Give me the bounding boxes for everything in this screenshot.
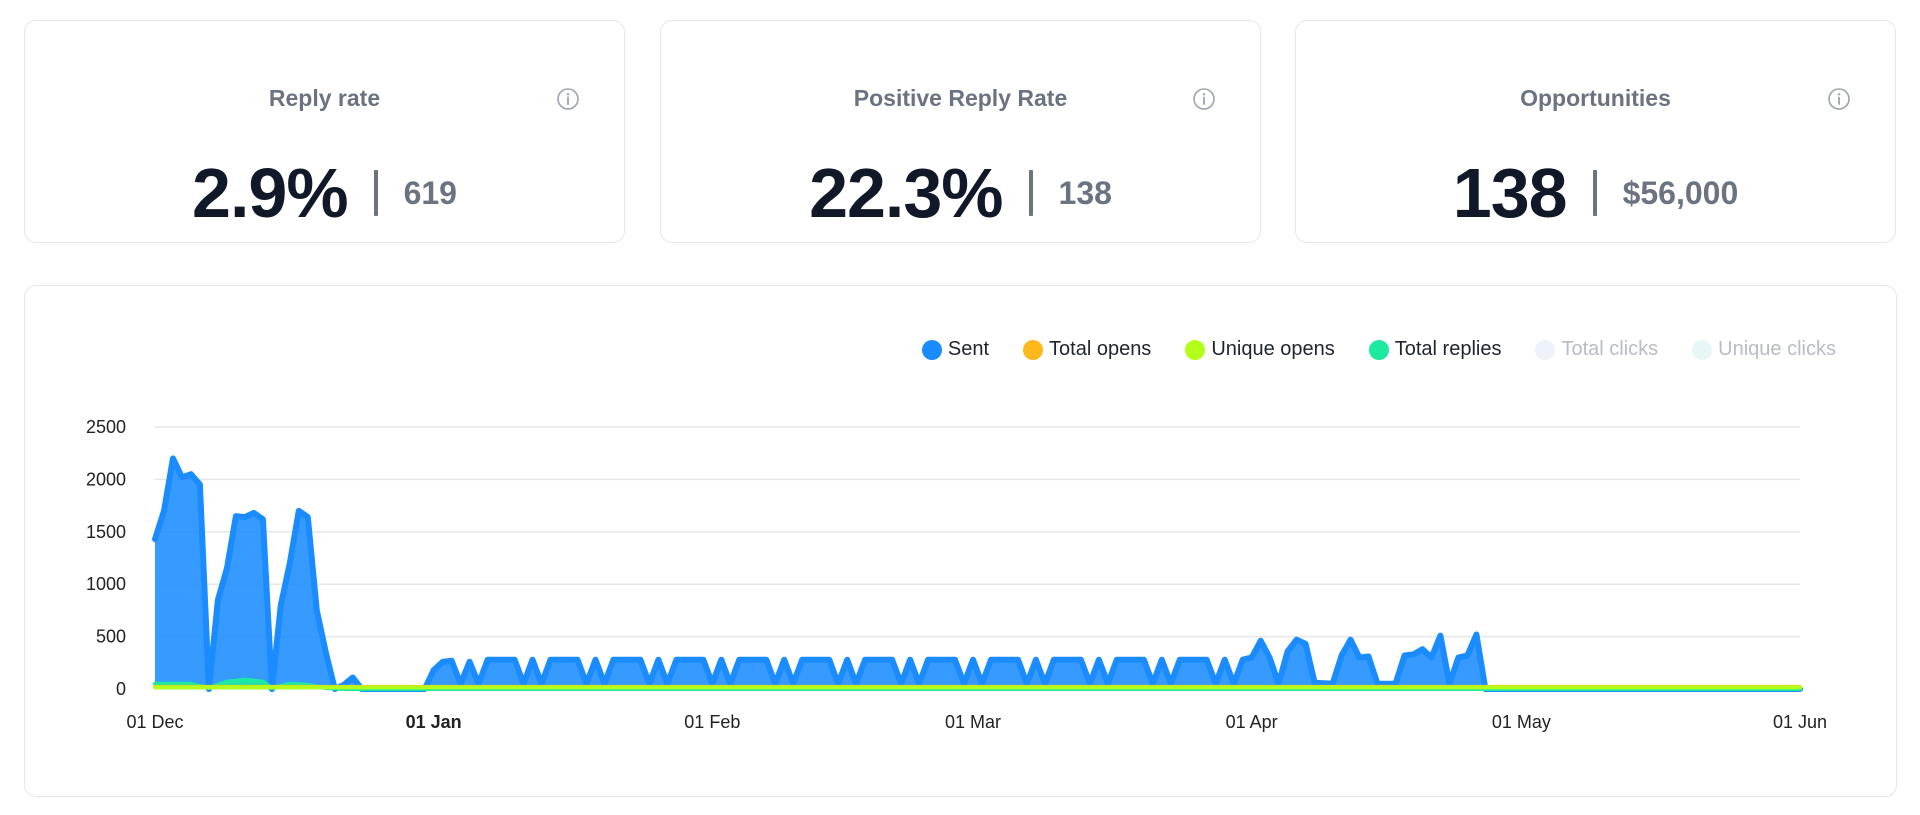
legend-label: Unique clicks — [1718, 338, 1836, 360]
stat-divider — [1028, 170, 1033, 216]
area-chart: 0 500 1000 1500 2000 2500 01 Dec 01 Jan 01 Feb 01… — [86, 417, 1827, 732]
y-tick-label: 500 — [96, 627, 126, 647]
stat-divider — [1592, 170, 1597, 216]
x-tick-label: 01 Feb — [684, 712, 740, 732]
info-icon[interactable] — [1827, 87, 1851, 111]
stat-label: Opportunities — [1520, 85, 1671, 111]
stat-card-opportunities: Opportunities 138 $56,000 — [1295, 20, 1896, 243]
legend-marker-unique-opens — [1185, 339, 1206, 360]
legend-item-total-clicks[interactable]: Total clicks — [1535, 338, 1658, 361]
stat-card-positive-reply-rate: Positive Reply Rate 22.3% 138 — [660, 20, 1261, 243]
info-icon[interactable] — [1192, 87, 1216, 111]
stat-value: 22.3% — [809, 154, 1003, 232]
x-tick-label: 01 Mar — [945, 712, 1001, 732]
stat-values: 138 $56,000 — [1296, 153, 1895, 233]
stat-subvalue: 138 — [1058, 174, 1112, 211]
legend-label: Sent — [947, 338, 990, 360]
x-tick-label: 01 Jan — [406, 712, 462, 732]
y-tick-label: 1500 — [86, 522, 126, 542]
stat-subvalue: 619 — [403, 174, 457, 211]
stat-values: 22.3% 138 — [661, 153, 1260, 233]
stat-values: 2.9% 619 — [25, 153, 624, 233]
x-tick-label: 01 May — [1492, 712, 1551, 732]
chart-legend: Sent Total opens Unique opens Total repl… — [921, 338, 1836, 361]
legend-item-unique-clicks[interactable]: Unique clicks — [1692, 338, 1836, 361]
legend-item-sent[interactable]: Sent — [921, 338, 990, 361]
stat-card-reply-rate: Reply rate 2.9% 619 — [24, 20, 625, 243]
legend-marker-total-clicks — [1535, 339, 1556, 360]
legend-marker-total-replies — [1368, 339, 1389, 360]
y-tick-label: 1000 — [86, 574, 126, 594]
y-tick-label: 2500 — [86, 417, 126, 437]
info-icon[interactable] — [556, 87, 580, 111]
analytics-chart-card: Sent Total opens Unique opens Total repl… — [24, 285, 1897, 797]
y-tick-label: 0 — [116, 679, 126, 699]
legend-label: Total opens — [1049, 338, 1152, 360]
y-tick-label: 2000 — [86, 469, 126, 489]
legend-label: Unique opens — [1211, 338, 1335, 360]
x-tick-label: 01 Dec — [126, 712, 183, 732]
series-line-sent — [152, 455, 1803, 692]
stat-label: Reply rate — [268, 85, 381, 111]
legend-item-total-opens[interactable]: Total opens — [1023, 338, 1151, 361]
legend-label: Total replies — [1394, 338, 1502, 360]
stat-subvalue: $56,000 — [1622, 174, 1739, 211]
legend-marker-unique-clicks — [1692, 339, 1713, 360]
x-tick-label: 01 Jun — [1773, 712, 1827, 732]
series-area-sent — [155, 458, 1800, 689]
stat-divider — [373, 170, 378, 216]
stat-value: 2.9% — [192, 154, 349, 232]
x-tick-label: 01 Apr — [1226, 712, 1278, 732]
legend-item-unique-opens[interactable]: Unique opens — [1185, 338, 1335, 361]
legend-marker-total-opens — [1023, 339, 1044, 360]
stat-label: Positive Reply Rate — [853, 85, 1068, 111]
legend-label: Total clicks — [1561, 338, 1659, 360]
legend-item-total-replies[interactable]: Total replies — [1368, 338, 1502, 361]
legend-marker-sent — [921, 339, 942, 360]
stat-value: 138 — [1452, 154, 1568, 232]
